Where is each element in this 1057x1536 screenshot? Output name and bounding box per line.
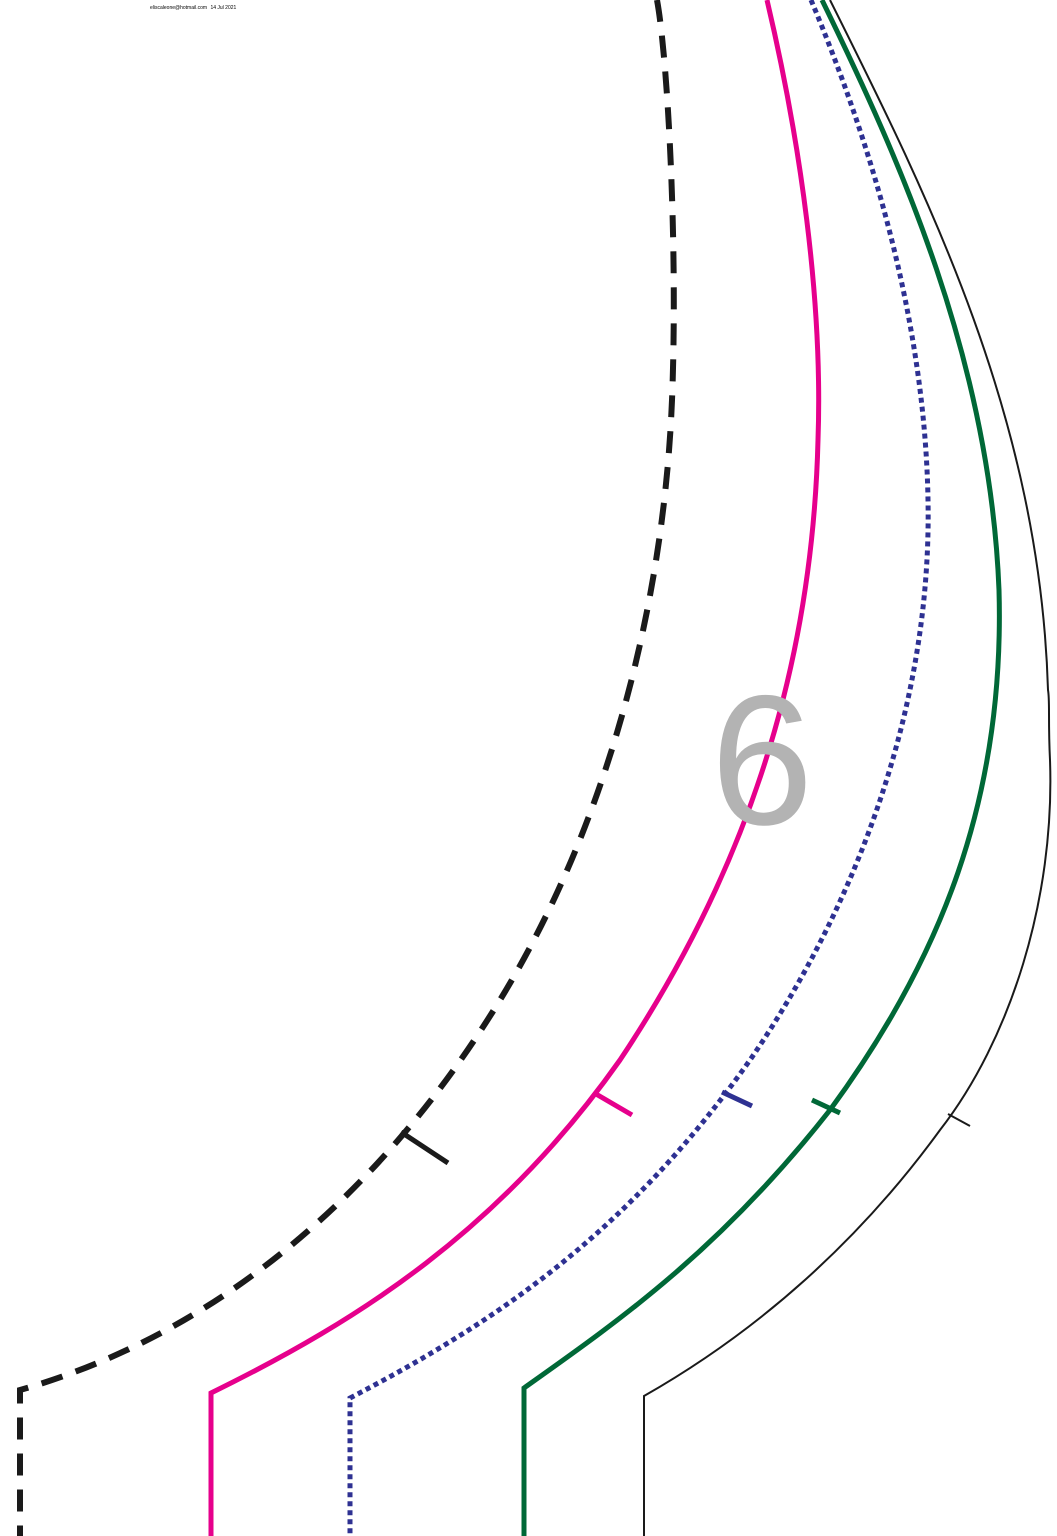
size-line-black-dashed [17,0,677,1536]
notch-green [810,1097,842,1116]
size-line-green [521,0,1002,1536]
notch-navy [720,1089,754,1109]
notch-black-thin [947,1113,971,1127]
size-line-navy-dotted [347,0,931,1536]
size-line-magenta [208,0,822,1536]
header-meta: eliscaleone@hotmail.com 14 Jul 2021 [150,5,236,11]
header-date: 14 Jul 2021 [210,5,237,11]
piece-number: 6 [711,658,814,864]
size-line-black-thin [643,0,1052,1536]
notch-magenta [594,1091,634,1118]
notch-black-dashed [399,1129,450,1166]
header-email: eliscaleone@hotmail.com [150,5,208,11]
